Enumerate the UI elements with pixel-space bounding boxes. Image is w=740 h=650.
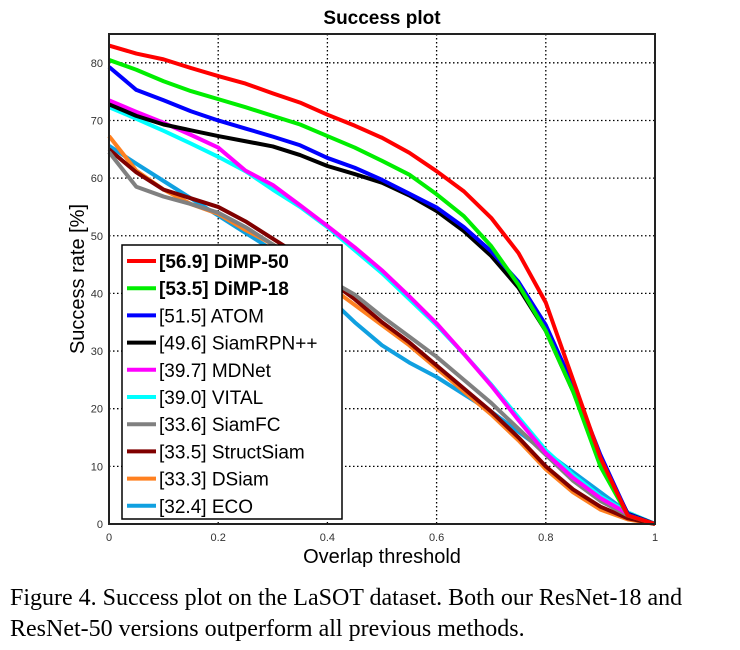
y-tick-label: 20	[91, 404, 103, 416]
y-tick-label: 80	[91, 58, 103, 70]
legend-entry: [39.0] VITAL	[159, 388, 263, 409]
legend-entry: [33.6] SiamFC	[159, 415, 280, 436]
x-tick-label: 0.6	[429, 532, 444, 544]
series-line-39-0-vital	[108, 105, 656, 526]
x-tick-label: 1	[652, 532, 658, 544]
x-axis-label: Overlap threshold	[303, 546, 461, 568]
series-line-53-5-dimp-18	[108, 58, 656, 526]
legend-entry: [56.9] DiMP-50	[159, 252, 289, 273]
y-tick-label: 60	[91, 173, 103, 185]
chart-title: Success plot	[323, 8, 441, 29]
y-axis-label: Success rate [%]	[67, 204, 89, 354]
series-lines	[107, 43, 656, 526]
x-tick-label: 0.2	[211, 532, 226, 544]
x-tick-label: 0.4	[320, 532, 335, 544]
series-line-39-7-mdnet	[108, 98, 656, 526]
legend-entry: [51.5] ATOM	[159, 306, 264, 327]
series-line-56-9-dimp-50	[108, 43, 656, 526]
plot-frame	[108, 33, 656, 525]
legend-entry: [33.5] StructSiam	[159, 442, 305, 463]
x-tick-label: 0.8	[538, 532, 553, 544]
y-tick-label: 40	[91, 288, 103, 300]
legend-entry: [49.6] SiamRPN++	[159, 334, 317, 355]
y-tick-label: 30	[91, 346, 103, 358]
series-line-51-5-atom	[107, 65, 656, 526]
figure-caption: Figure 4. Success plot on the LaSOT data…	[10, 585, 683, 642]
legend-entry: [32.4] ECO	[159, 497, 253, 518]
legend-box	[121, 244, 343, 520]
x-tick-label: 0	[106, 532, 112, 544]
legend-entry: [39.7] MDNet	[159, 361, 272, 382]
legend: [56.9] DiMP-50 [53.5] DiMP-18 [51.5] ATOM […	[121, 244, 343, 520]
success-plot-chart: Success plot 0 0.2 0.4 0.6 0.8 10102030405060…	[67, 8, 658, 568]
series-line-33-5-structsiam	[107, 147, 656, 526]
legend-entry: [53.5] DiMP-18	[159, 279, 289, 300]
y-tick-label: 70	[91, 115, 103, 127]
y-tick-label: 50	[91, 231, 103, 243]
y-tick-label: 0	[97, 519, 103, 531]
y-tick-label: 10	[91, 461, 103, 473]
legend-entry: [33.3] DSiam	[159, 470, 269, 491]
